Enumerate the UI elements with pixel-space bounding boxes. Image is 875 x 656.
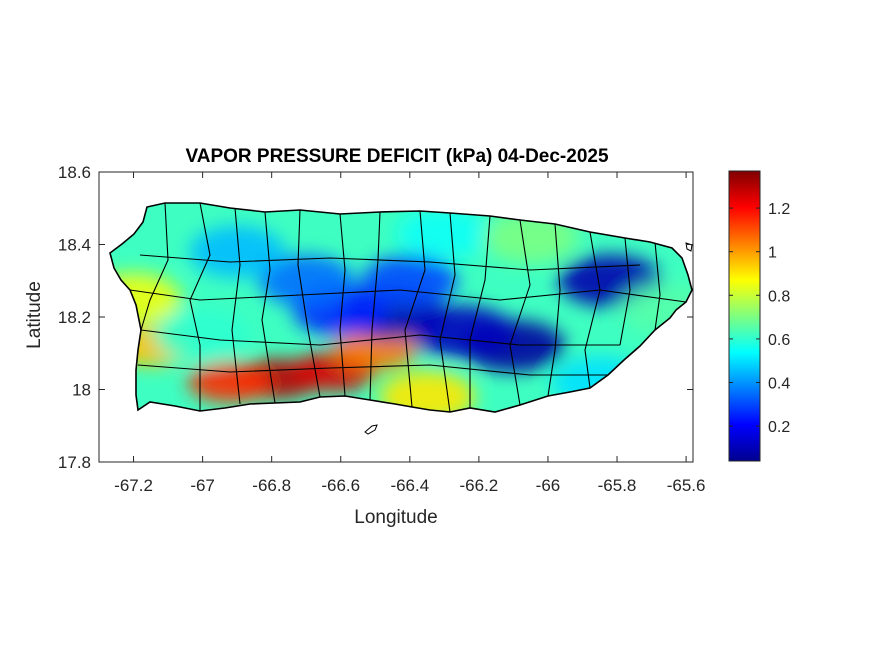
x-tick-label: -66.4 <box>390 476 429 495</box>
municipality-boundary <box>619 237 631 346</box>
chart-title: VAPOR PRESSURE DEFICIT (kPa) 04-Dec-2025 <box>185 146 608 167</box>
municipality-boundary <box>137 364 608 376</box>
y-tick-label: 18.4 <box>58 236 91 255</box>
x-tick-label: -66.8 <box>252 476 291 495</box>
x-tick-label: -65.6 <box>667 476 706 495</box>
municipality-boundary <box>140 329 620 346</box>
y-tick-label: 17.8 <box>58 453 91 472</box>
heatmap-cell <box>189 225 286 278</box>
municipality-boundary <box>404 210 426 408</box>
y-tick-label: 18 <box>72 381 91 400</box>
colorbar-ticks: 0.2 0.4 0.6 0.8 1 1.2 <box>729 201 790 436</box>
municipality-boundary <box>140 203 169 331</box>
colorbar: 0.2 0.4 0.6 0.8 1 1.2 <box>728 170 790 462</box>
caja-de-muertos-island <box>364 424 378 435</box>
municipality-boundary <box>509 219 531 406</box>
x-tick-label: -67.2 <box>114 476 153 495</box>
municipality-boundaries <box>129 203 687 412</box>
colorbar-tick-label: 0.4 <box>768 376 790 393</box>
municipality-boundary <box>547 223 561 397</box>
colorbar-tick-label: 1.2 <box>768 201 790 218</box>
plot-area: -67.2 -67 -66.8 -66.6 -66.4 -66.2 -66 -65.8 -65.… <box>58 163 706 495</box>
municipality-boundary <box>261 211 276 404</box>
y-axis-ticks: 17.8 18 18.2 18.4 18.6 <box>58 163 693 472</box>
x-axis-ticks: -67.2 -67 -66.8 -66.6 -66.4 -66.2 -66 -65.8 -65.… <box>114 172 705 495</box>
x-tick-label: -66 <box>536 476 561 495</box>
heatmap-cell <box>154 309 251 362</box>
x-tick-label: -65.8 <box>598 476 637 495</box>
heatmap-cell <box>409 305 514 358</box>
y-tick-label: 18.2 <box>58 308 91 327</box>
colorbar-tick-label: 0.2 <box>768 419 790 436</box>
municipality-boundary <box>129 289 687 303</box>
colorbar-gradient <box>728 170 761 462</box>
municipality-boundary <box>297 209 321 398</box>
x-tick-label: -67 <box>190 476 215 495</box>
municipality-boundary <box>139 254 641 271</box>
y-axis-label: Latitude <box>24 281 45 349</box>
municipality-boundary <box>654 241 661 331</box>
colorbar-tick-label: 0.8 <box>768 288 790 305</box>
heatmap-cell <box>333 329 418 370</box>
x-tick-label: -66.6 <box>321 476 360 495</box>
heatmap-cell <box>188 362 273 403</box>
municipality-boundary <box>339 213 346 397</box>
colorbar-tick-label: 1 <box>768 245 777 262</box>
municipality-boundary <box>369 211 381 401</box>
colorbar-tick-label: 0.6 <box>768 332 790 349</box>
municipality-boundary <box>231 207 241 405</box>
municipality-boundary <box>439 212 456 412</box>
x-axis-label: Longitude <box>354 507 437 528</box>
municipality-boundary <box>189 203 211 411</box>
municipality-boundary <box>584 231 601 389</box>
municipality-boundary <box>469 215 491 408</box>
x-tick-label: -66.2 <box>460 476 499 495</box>
y-tick-label: 18.6 <box>58 163 91 182</box>
